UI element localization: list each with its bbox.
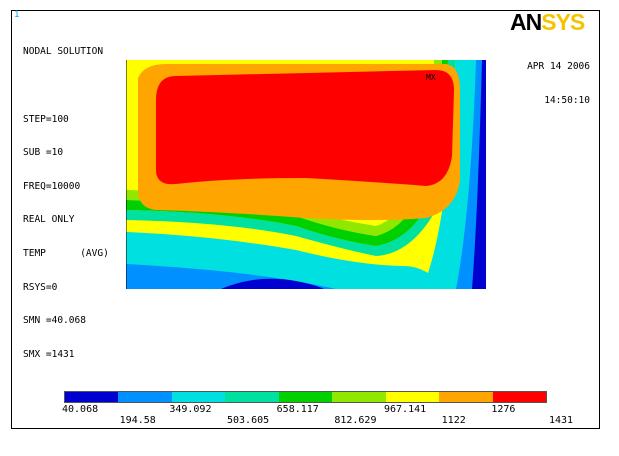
info-line: NODAL SOLUTION bbox=[23, 46, 104, 58]
legend-segment bbox=[385, 392, 440, 402]
time-text: 14:50:10 bbox=[544, 95, 590, 106]
info-line: FREQ=10000 bbox=[23, 180, 81, 192]
legend-label-top: 658.117 bbox=[276, 404, 319, 415]
legend-segment bbox=[439, 392, 493, 402]
legend-color-bar bbox=[64, 391, 547, 403]
legend-label-bottom: 1122 bbox=[441, 415, 466, 426]
logo-part-an: AN bbox=[510, 9, 542, 35]
legend-segment bbox=[278, 392, 333, 402]
contour-band-blue-bottom bbox=[221, 278, 324, 289]
max-marker: MX bbox=[426, 73, 436, 82]
legend-label-bottom: 812.629 bbox=[334, 415, 377, 426]
legend-label-top: 40.068 bbox=[62, 404, 99, 415]
date-text: APR 14 2006 bbox=[527, 61, 590, 73]
info-line: RSYS=0 bbox=[23, 281, 58, 293]
info-line bbox=[23, 80, 109, 91]
info-line: SMN =40.068 bbox=[23, 315, 86, 327]
legend-label-top: 967.141 bbox=[384, 404, 427, 415]
ansys-logo: ANSYS bbox=[510, 9, 585, 36]
legend-label-top: 1276 bbox=[491, 404, 516, 415]
legend-label-bottom: 194.58 bbox=[119, 415, 156, 426]
contour-band-red bbox=[156, 70, 454, 186]
solution-info: NODAL SOLUTION STEP=100 SUB =10 FREQ=100… bbox=[23, 24, 109, 371]
legend-segment bbox=[65, 392, 119, 402]
legend-segment bbox=[171, 392, 226, 402]
info-line: TEMP (AVG) bbox=[23, 247, 109, 259]
window-number: 1 bbox=[14, 10, 20, 20]
timestamp: APR 14 2006 14:50:10 bbox=[527, 39, 590, 117]
legend-label-bottom: 503.605 bbox=[227, 415, 270, 426]
info-line: SUB =10 bbox=[23, 147, 64, 159]
logo-part-sys: SYS bbox=[541, 9, 585, 35]
legend-segment bbox=[332, 392, 386, 402]
legend-segment bbox=[492, 392, 546, 402]
legend-label-top: 349.092 bbox=[169, 404, 212, 415]
info-line: STEP=100 bbox=[23, 113, 69, 125]
contour-plot bbox=[126, 60, 486, 289]
info-line: REAL ONLY bbox=[23, 214, 75, 226]
legend-label-bottom: 1431 bbox=[549, 415, 574, 426]
legend-segment bbox=[118, 392, 172, 402]
legend-segment bbox=[225, 392, 279, 402]
info-line: SMX =1431 bbox=[23, 348, 75, 360]
